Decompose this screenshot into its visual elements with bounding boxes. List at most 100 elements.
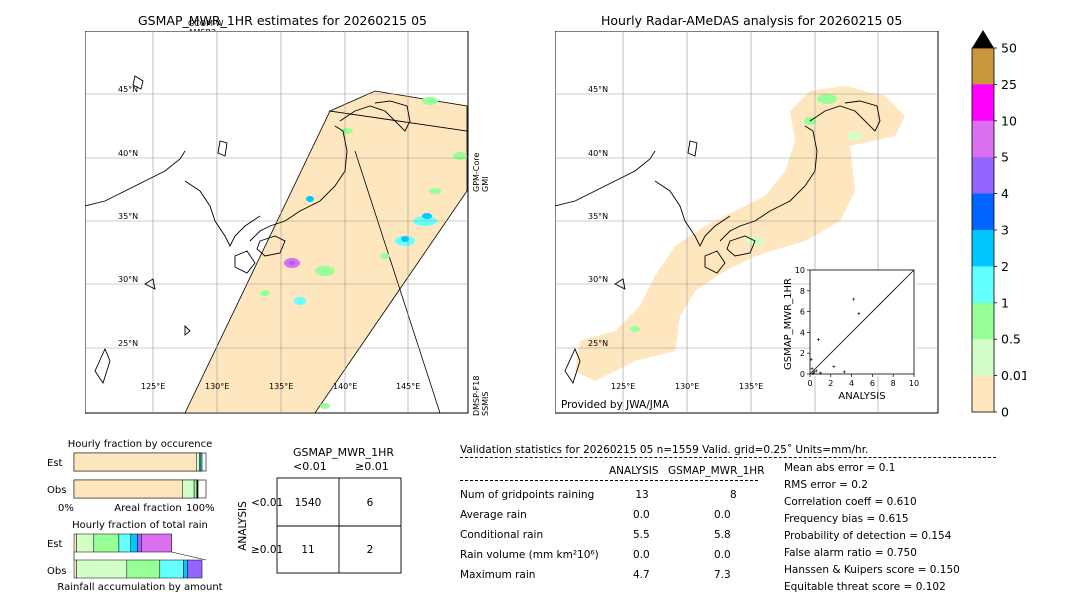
fraction-bar-segment — [196, 479, 199, 499]
scatter-point — [811, 371, 815, 375]
contingency-cell: 11 — [301, 544, 314, 556]
colorbar-label: 0.01 — [1001, 368, 1026, 383]
scatter-xtick-label: 10 — [909, 379, 919, 388]
left-lon-label: 140°E — [333, 382, 357, 391]
right-map-title: Hourly Radar-AMeDAS analysis for 2026021… — [601, 13, 903, 28]
sensor-label-ssmis: SSMIS — [481, 392, 490, 417]
score-line: Mean abs error = 0.1 — [784, 462, 896, 474]
total-rain-label-est: Est — [47, 539, 63, 550]
contingency-side-label: ANALYSIS — [237, 501, 249, 551]
right-lon-label: 135°E — [739, 382, 763, 391]
stat-label: Maximum rain — [460, 569, 536, 581]
stat-label: Rain volume (mm km²10⁶) — [460, 549, 599, 561]
right-lat-label: 35°N — [588, 212, 608, 221]
scatter-point — [857, 312, 861, 316]
colorbar-label: 0 — [1001, 405, 1009, 420]
sensor-label-dmsp-f18: DMSP-F18 — [472, 376, 481, 416]
stat-analysis-value: 0.0 — [633, 509, 650, 521]
scatter-diagonal — [809, 269, 915, 375]
left-map-side-labels: GPM-Core GMI DMSP-F18 SSMIS — [472, 153, 490, 417]
contingency-row-header-2: ≥0.01 — [251, 544, 283, 556]
fraction-bar-segment — [159, 559, 184, 579]
colorbar-label: 2 — [1001, 259, 1009, 274]
total-rain-label-obs: Obs — [47, 566, 66, 577]
scatter-xlabel: ANALYSIS — [838, 391, 885, 402]
stat-label: Conditional rain — [460, 529, 544, 541]
left-map-grid — [85, 31, 468, 413]
colorbar-extend-arrow — [972, 30, 994, 48]
scatter-xtick-label: 8 — [891, 379, 896, 388]
occurrence-label-obs: Obs — [47, 485, 66, 496]
data-credit: Provided by JWA/JMA — [561, 399, 670, 411]
score-line: False alarm ratio = 0.750 — [784, 547, 917, 559]
scatter-point — [814, 369, 818, 373]
left-lat-label: 40°N — [118, 149, 138, 158]
validation-col-analysis: ANALYSIS — [609, 465, 659, 477]
scatter-point — [809, 357, 813, 361]
colorbar-band — [972, 266, 994, 304]
occurrence-title: Hourly fraction by occurence — [68, 439, 212, 450]
radar-coverage — [575, 86, 905, 381]
stat-gsmap-value: 5.8 — [714, 529, 731, 541]
scatter-point — [852, 297, 856, 301]
scatter-point — [842, 370, 846, 374]
fraction-bar-segment — [73, 479, 183, 499]
fraction-bar-segment — [141, 533, 172, 553]
left-lat-label: 35°N — [118, 212, 138, 221]
scatter-ylabel: GSMAP_MWR_1HR — [783, 278, 794, 370]
contingency-cell: 1540 — [295, 497, 322, 509]
fraction-bar-segment — [181, 479, 195, 499]
colorbar-band — [972, 193, 994, 231]
scatter-plot: 0 2 4 6 8 10 0 2 4 6 8 10 ANALYSIS GSMAP_MWR_1HR — [783, 266, 919, 402]
occurrence-xlabel: Areal fraction — [114, 503, 181, 514]
right-lon-label: 130°E — [675, 382, 699, 391]
fraction-bar-segment — [196, 452, 200, 472]
score-line: Correlation coeff = 0.610 — [784, 496, 917, 508]
right-lat-label: 30°N — [588, 275, 608, 284]
contingency-table: 1540 6 11 2 <0.01 ≥0.01 ANALYSIS — [237, 477, 402, 574]
colorbar-label: 5 — [1001, 150, 1009, 165]
fraction-bar-segment — [93, 533, 120, 553]
occurrence-label-est: Est — [47, 458, 63, 469]
contingency-cell: 2 — [367, 544, 374, 556]
left-lon-label: 135°E — [269, 382, 293, 391]
contingency-cell: 6 — [367, 497, 374, 509]
stat-analysis-value: 0.0 — [633, 549, 650, 561]
sensor-label-gmi: GMI — [481, 177, 490, 192]
sensor-label-gcom-w: GCOM-W — [188, 19, 224, 28]
colorbar: 50 25 10 5 4 3 2 1 0.5 0.01 0 — [971, 30, 1026, 420]
validation-header: Validation statistics for 20260215 05 n=… — [460, 444, 869, 456]
score-line: Hanssen & Kuipers score = 0.150 — [784, 564, 960, 576]
contingency-row-header-1: <0.01 — [251, 497, 283, 509]
validation-divider — [460, 457, 996, 458]
scatter-point — [812, 370, 816, 374]
occurrence-x-start: 0% — [58, 503, 74, 514]
colorbar-band — [972, 84, 994, 122]
right-lat-label: 25°N — [588, 339, 608, 348]
right-map-coastline — [555, 100, 881, 385]
right-lon-label: 125°E — [611, 382, 635, 391]
fraction-bar-segment — [118, 533, 132, 553]
contingency-col-header-2: ≥0.01 — [355, 460, 389, 473]
right-lat-label: 45°N — [588, 85, 608, 94]
left-lon-label: 130°E — [205, 382, 229, 391]
colorbar-band — [972, 339, 994, 376]
colorbar-label: 3 — [1001, 223, 1009, 238]
colorbar-band — [972, 48, 994, 85]
occurrence-x-end: 100% — [186, 503, 215, 514]
stat-analysis-value: 4.7 — [633, 569, 650, 581]
scatter-ytick-label: 0 — [800, 370, 805, 379]
swath-ssmis-edge — [354, 150, 441, 414]
right-lat-label: 40°N — [588, 149, 608, 158]
scatter-point — [832, 365, 836, 369]
total-rain-title: Hourly fraction of total rain — [72, 520, 208, 531]
left-lon-label: 125°E — [141, 382, 165, 391]
stat-gsmap-value: 7.3 — [714, 569, 731, 581]
fraction-bar-segment — [73, 559, 77, 579]
left-map: 45°N 40°N 35°N 30°N 25°N 125°E 130°E 135… — [85, 31, 469, 414]
fraction-bar-segment — [137, 533, 142, 553]
colorbar-band — [972, 302, 994, 340]
fraction-bar-segment — [183, 559, 188, 579]
rain-bar-connector — [171, 551, 207, 561]
fraction-bar-segment — [73, 452, 198, 472]
